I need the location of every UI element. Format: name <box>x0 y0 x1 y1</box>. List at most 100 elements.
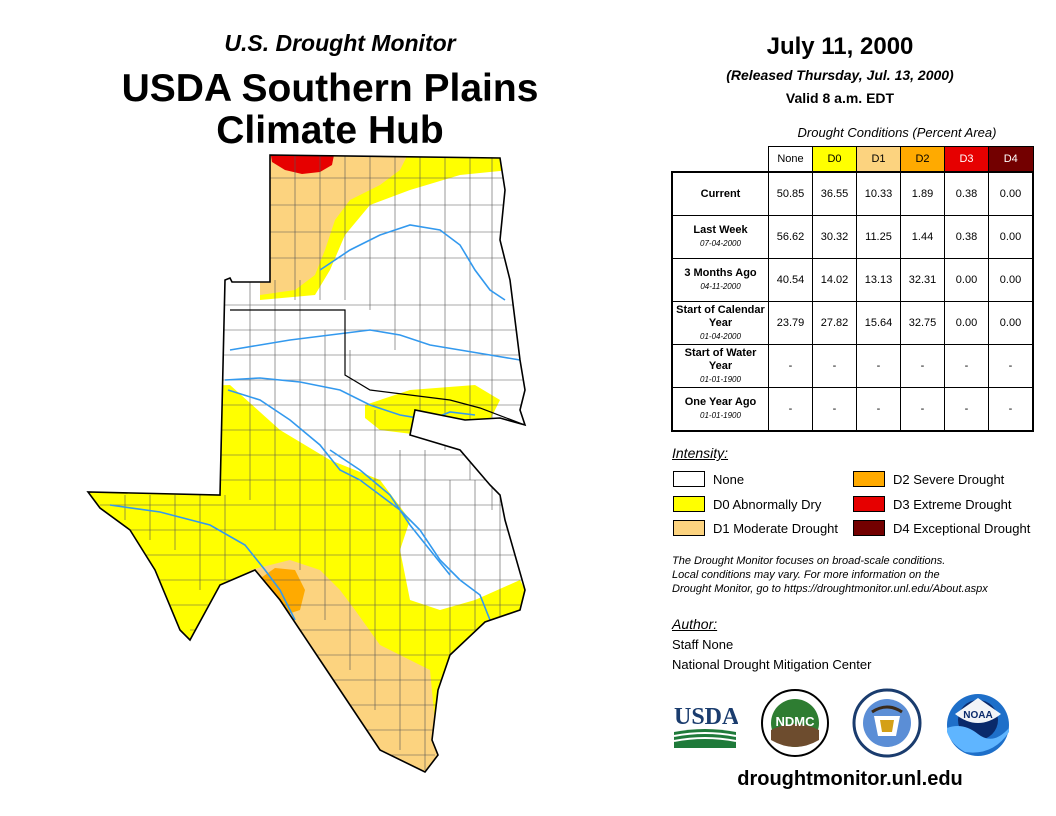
table-row: Current 50.85 36.55 10.33 1.89 0.38 0.00 <box>671 171 1034 216</box>
table-row: Last Week 07-04-2000 56.62 30.32 11.25 1.… <box>671 215 1034 259</box>
rivers <box>109 224 521 621</box>
legend-item-d4: D4 Exceptional Drought <box>853 520 1030 536</box>
legend-swatch <box>853 520 885 536</box>
row-label-start-calendar-year: Start of Calendar Year 01-04-2000 <box>671 301 769 345</box>
region-outline <box>86 154 527 774</box>
table-header-row: None D0 D1 D2 D3 D4 <box>672 146 1034 173</box>
cell-value: - <box>768 387 813 432</box>
legend-label: None <box>713 471 745 487</box>
author-title: Author: <box>672 616 718 632</box>
legend-item-none: None <box>673 471 744 487</box>
row-label: Current <box>700 187 741 200</box>
column-header-d0: D0 <box>812 146 857 173</box>
cell-value: 32.31 <box>900 258 945 302</box>
legend-title: Intensity: <box>672 445 729 461</box>
info-note: The Drought Monitor focuses on broad-sca… <box>672 554 1042 596</box>
note-line: Drought Monitor, go to https://droughtmo… <box>672 583 988 595</box>
legend-label: D1 Moderate Drought <box>713 520 839 536</box>
table-row: One Year Ago 01-01-1900 - - - - - - <box>671 387 1034 432</box>
cell-value: - <box>812 344 857 388</box>
note-line: Local conditions may vary. For more info… <box>672 569 940 581</box>
cell-value: - <box>988 344 1034 388</box>
cell-value: - <box>944 344 989 388</box>
usda-logo: USDA <box>673 704 738 748</box>
cell-value: 40.54 <box>768 258 813 302</box>
cell-value: 30.32 <box>812 215 857 259</box>
legend-label: D3 Extreme Drought <box>893 496 1012 512</box>
cell-value: - <box>988 387 1034 432</box>
drought-areas <box>88 155 525 772</box>
map-date: July 11, 2000 <box>766 33 914 60</box>
row-label-start-water-year: Start of Water Year 01-01-1900 <box>671 344 769 388</box>
noaa-logo: NOAA <box>947 694 1009 756</box>
website-link[interactable]: droughtmonitor.unl.edu <box>737 768 963 790</box>
cell-value: 0.00 <box>988 215 1034 259</box>
legend-label: D4 Exceptional Drought <box>893 520 1031 536</box>
legend-item-d3: D3 Extreme Drought <box>853 496 1012 512</box>
cell-value: 0.38 <box>944 215 989 259</box>
area-d1-panhandle <box>260 155 410 295</box>
legend-swatch <box>673 471 705 487</box>
cell-value: - <box>856 387 901 432</box>
conditions-table: None D0 D1 D2 D3 D4 Current 50.85 36.55 … <box>671 146 1034 432</box>
column-header-d4: D4 <box>988 146 1034 173</box>
cell-value: - <box>856 344 901 388</box>
commerce-seal-logo <box>852 688 922 758</box>
cell-value: 13.13 <box>856 258 901 302</box>
cell-value: 23.79 <box>768 301 813 345</box>
ndmc-logo: NDMC <box>761 689 829 757</box>
row-label-current: Current <box>671 171 769 216</box>
table-corner <box>672 147 769 173</box>
conditions-title: Drought Conditions (Percent Area) <box>797 125 997 140</box>
cell-value: 0.00 <box>988 301 1034 345</box>
row-label-last-week: Last Week 07-04-2000 <box>671 215 769 259</box>
cell-value: - <box>900 387 945 432</box>
column-header-d3: D3 <box>944 146 989 173</box>
cell-value: - <box>900 344 945 388</box>
cell-value: 0.00 <box>944 301 989 345</box>
row-label: 3 Months Ago <box>684 267 757 279</box>
cell-value: 0.38 <box>944 171 989 216</box>
legend-swatch <box>673 496 705 512</box>
cell-value: 0.00 <box>988 171 1034 216</box>
cell-value: 11.25 <box>856 215 901 259</box>
row-label: Start of Calendar Year <box>676 303 765 329</box>
legend-swatch <box>853 471 885 487</box>
note-line: The Drought Monitor focuses on broad-sca… <box>672 555 946 567</box>
legend-item-d2: D2 Severe Drought <box>853 471 1004 487</box>
noaa-logo-text: NOAA <box>963 710 992 721</box>
cell-value: 1.89 <box>900 171 945 216</box>
row-date: 01-01-1900 <box>700 411 741 420</box>
state-border-ok-tx <box>230 309 526 426</box>
row-label: One Year Ago <box>684 396 757 408</box>
cell-value: 50.85 <box>768 171 813 216</box>
cell-value: - <box>768 344 813 388</box>
row-date: 01-01-1900 <box>700 374 741 384</box>
table-row: Start of Calendar Year 01-04-2000 23.79 2… <box>671 301 1034 345</box>
column-header-none: None <box>768 146 813 173</box>
drought-map <box>86 154 527 774</box>
row-date: 07-04-2000 <box>700 239 741 248</box>
cell-value: 36.55 <box>812 171 857 216</box>
release-date: (Released Thursday, Jul. 13, 2000) <box>726 67 954 83</box>
cell-value: 10.33 <box>856 171 901 216</box>
cell-value: 14.02 <box>812 258 857 302</box>
row-label-one-year-ago: One Year Ago 01-01-1900 <box>671 387 769 432</box>
cell-value: - <box>812 387 857 432</box>
hub-title-line1: USDA Southern Plains <box>121 67 539 110</box>
legend-swatch <box>853 496 885 512</box>
legend-label: D2 Severe Drought <box>893 471 1005 487</box>
ndmc-logo-text: NDMC <box>776 714 816 729</box>
column-header-d1: D1 <box>856 146 901 173</box>
column-header-d2: D2 <box>900 146 945 173</box>
usda-logo-text: USDA <box>674 704 738 730</box>
cell-value: 27.82 <box>812 301 857 345</box>
legend-item-d0: D0 Abnormally Dry <box>673 496 821 512</box>
row-date: 01-04-2000 <box>700 331 741 341</box>
cell-value: 1.44 <box>900 215 945 259</box>
cell-value: 32.75 <box>900 301 945 345</box>
hub-title-line2: Climate Hub <box>216 109 444 152</box>
table-row: 3 Months Ago 04-11-2000 40.54 14.02 13.13… <box>671 258 1034 302</box>
legend-label: D0 Abnormally Dry <box>713 496 822 512</box>
cell-value: 0.00 <box>988 258 1034 302</box>
